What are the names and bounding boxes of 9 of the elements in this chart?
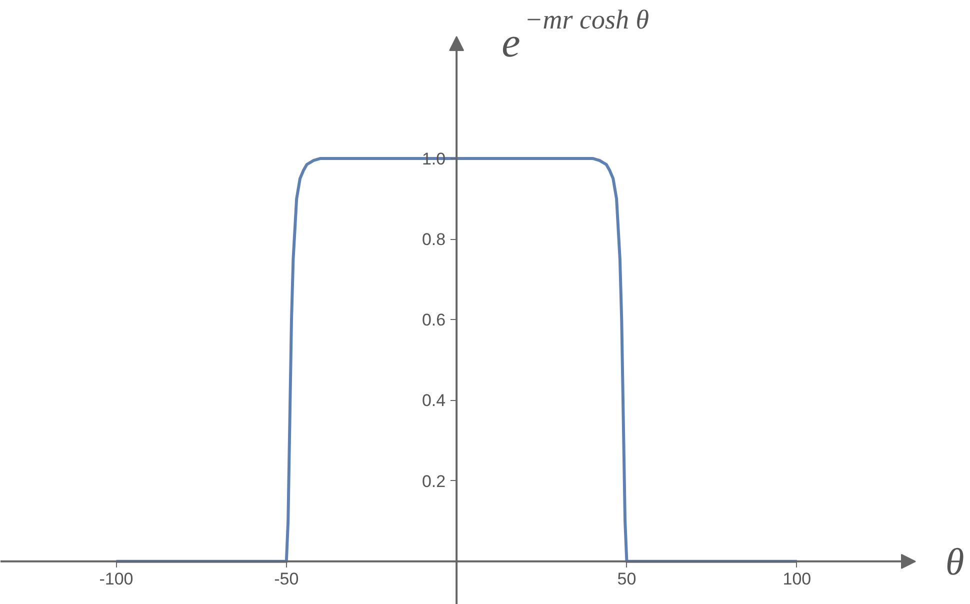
x-tick-label: 100: [782, 569, 812, 588]
y-tick-label: 0.2: [422, 472, 446, 491]
y-tick-label: 0.6: [422, 310, 446, 330]
y-tick-label: 0.4: [422, 391, 446, 410]
y-tick-label: 0.8: [422, 230, 446, 250]
x-tick-label: 50: [617, 569, 636, 588]
x-axis-title: θ: [946, 541, 964, 584]
x-tick-label: -100: [99, 569, 134, 588]
x-tick-label: -50: [274, 569, 299, 588]
